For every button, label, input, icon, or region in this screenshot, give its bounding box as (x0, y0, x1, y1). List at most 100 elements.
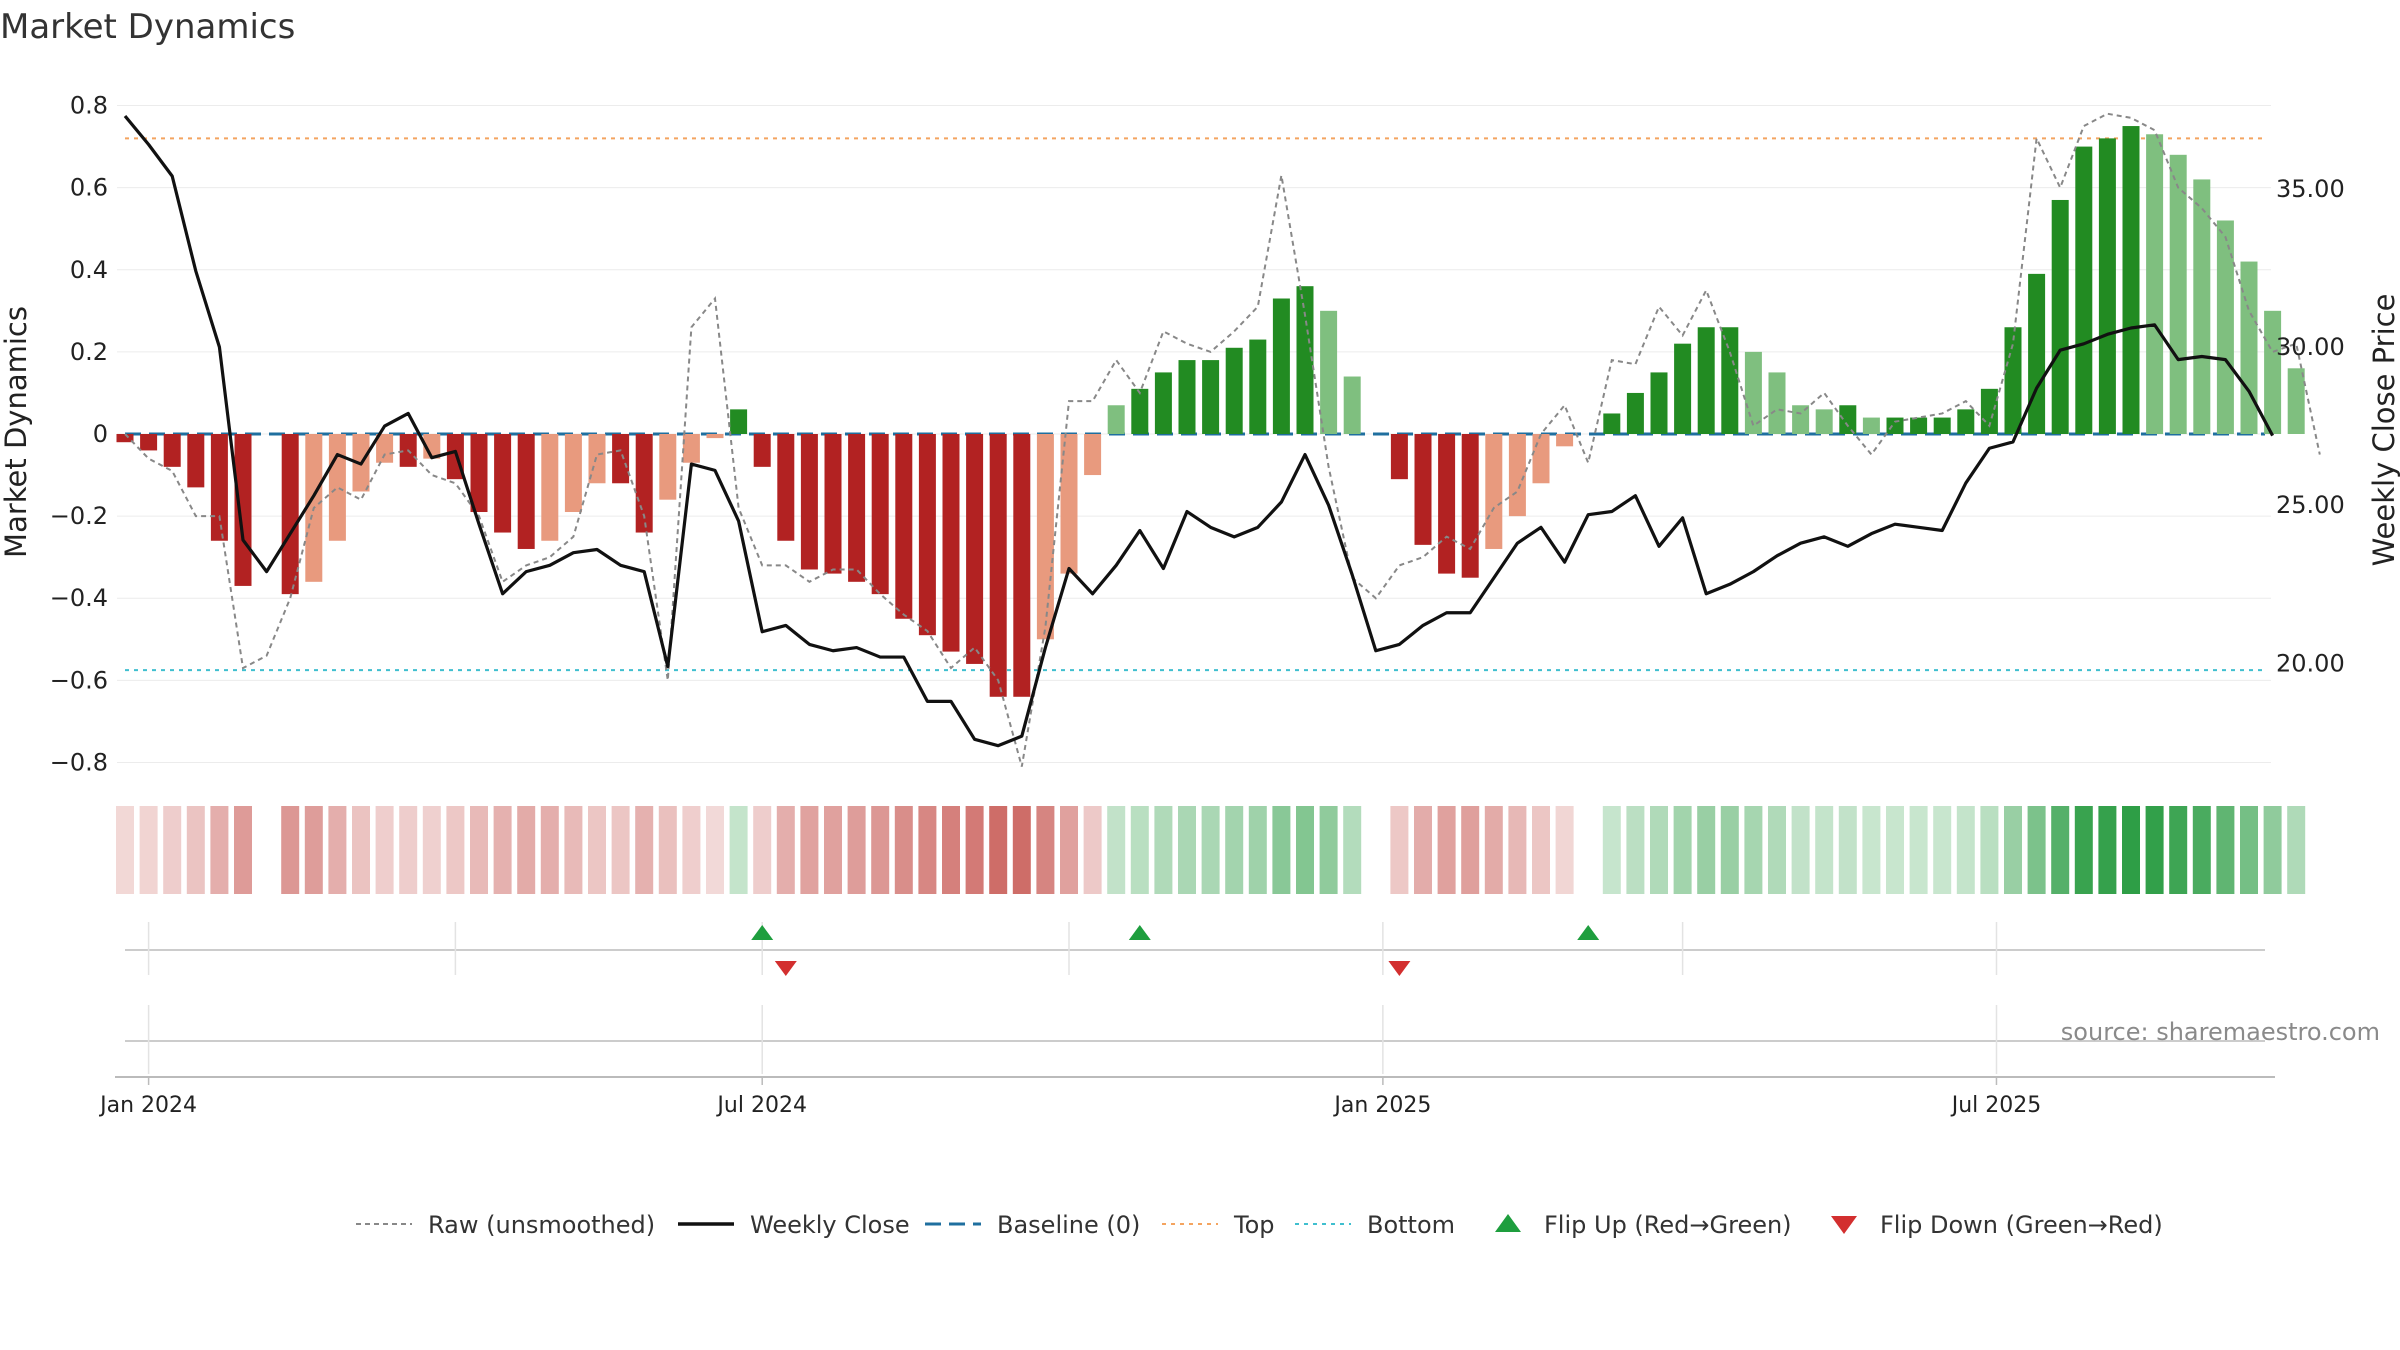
y-axis-ticks: 0.8 0.6 0.4 0.2 0 −0.2 −0.4 −0.6 −0.8 (50, 92, 108, 777)
bar (730, 409, 748, 434)
bar (564, 434, 582, 513)
bar (824, 434, 842, 574)
strip-cell (163, 806, 182, 894)
strip-cell (682, 806, 701, 894)
bar (328, 434, 346, 541)
bar (1178, 360, 1196, 434)
strip-cell (1862, 806, 1881, 894)
strip-cell (564, 806, 583, 894)
strip-cell (1461, 806, 1480, 894)
strip-cell (1248, 806, 1267, 894)
bar (281, 434, 299, 595)
strip-cell (1225, 806, 1244, 894)
strip-cell (824, 806, 842, 894)
strip-cell (304, 806, 323, 894)
bar (2051, 199, 2069, 434)
bar (1626, 392, 1644, 434)
y-tick-label: −0.2 (50, 502, 108, 530)
strip-cell (1036, 806, 1055, 894)
strip-cell (186, 806, 205, 894)
bar (918, 434, 936, 636)
bar (1980, 388, 1998, 434)
strip-cell (2027, 806, 2046, 894)
strip-cell (2074, 806, 2093, 894)
bar (140, 434, 158, 451)
bar (1721, 327, 1739, 434)
bar (2193, 179, 2211, 434)
legend-swatch-flip-up (1495, 1214, 1521, 1232)
strip-cell (2122, 806, 2140, 894)
strip-cell (352, 806, 370, 894)
raw-line (124, 112, 2321, 767)
strip-cell (1484, 806, 1503, 894)
legend-label: Weekly Close (750, 1211, 910, 1239)
weekly-close-series (123, 114, 2275, 748)
y-tick-label: 0.2 (70, 338, 108, 366)
strip-cell (918, 806, 937, 894)
bar (871, 434, 889, 595)
bar (1697, 327, 1715, 434)
strip-cell (422, 806, 441, 894)
bar (1957, 409, 1975, 434)
bar (2098, 138, 2116, 434)
bar (1296, 286, 1314, 434)
strip-cell (1768, 806, 1786, 894)
strip-cell (470, 806, 488, 894)
bar (1320, 310, 1338, 434)
strip-cell (1697, 806, 1716, 894)
strip-cell (942, 806, 960, 894)
strip-cell (2240, 806, 2258, 894)
bar (989, 434, 1007, 697)
bar (1792, 405, 1810, 434)
y-tick-label: −0.8 (50, 748, 108, 776)
strip-cell (894, 806, 913, 894)
strip-cell (375, 806, 394, 894)
strip-cell (399, 806, 418, 894)
y-tick-label: 0.4 (70, 256, 108, 284)
y2-tick-label: 30.00 (2276, 333, 2345, 361)
strip-cell (540, 806, 559, 894)
bar (1461, 434, 1479, 578)
strip-cell (493, 806, 512, 894)
flip-markers-panel (125, 922, 2265, 976)
bar (2287, 368, 2305, 434)
bar (2028, 273, 2046, 434)
strip-cell (965, 806, 984, 894)
strip-cell (1650, 806, 1668, 894)
strip-cell (2287, 806, 2306, 894)
strip-cell (1154, 806, 1173, 894)
weekly-close-line (123, 114, 2275, 748)
bar (1414, 434, 1432, 545)
strip-cell (989, 806, 1008, 894)
chart-title: Market Dynamics (0, 7, 295, 47)
y2-axis-label: Weekly Close Price (2367, 294, 2400, 567)
bar (1933, 417, 1951, 434)
source-label: source: sharemaestro.com (2061, 1018, 2380, 1046)
y-tick-label: 0.6 (70, 174, 108, 202)
strip-cell (2169, 806, 2188, 894)
strip-cell (116, 806, 134, 894)
bar (1485, 434, 1503, 549)
legend-swatch-flip-down (1831, 1216, 1857, 1234)
bar (848, 434, 866, 582)
bar (2216, 220, 2234, 434)
bar (706, 434, 724, 439)
strip-cell (1437, 806, 1456, 894)
strip-cell (706, 806, 724, 894)
bar (1886, 417, 1904, 434)
strip-cell (658, 806, 677, 894)
bar (1674, 343, 1692, 434)
strip-cell (1744, 806, 1763, 894)
x-tick-label: Jan 2024 (98, 1093, 197, 1118)
strip-cell (210, 806, 229, 894)
strip-cell (2263, 806, 2282, 894)
bar (2075, 146, 2093, 434)
strip-cell (1390, 806, 1409, 894)
bar-series (116, 126, 2305, 697)
strip-cell (1720, 806, 1739, 894)
strip-cell (1060, 806, 1078, 894)
bar (210, 434, 228, 541)
legend-label: Baseline (0) (997, 1211, 1140, 1239)
bar (234, 434, 252, 586)
strip-cell (871, 806, 890, 894)
